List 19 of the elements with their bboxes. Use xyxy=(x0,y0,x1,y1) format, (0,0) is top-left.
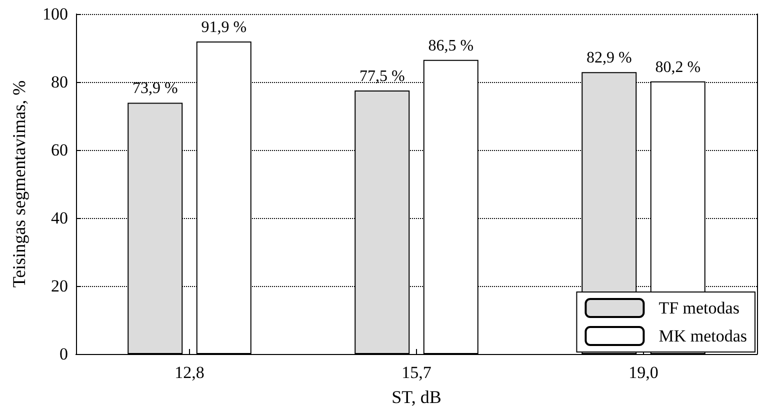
data-label: 80,2 % xyxy=(655,58,701,76)
x-tick-label: 19,0 xyxy=(628,363,658,382)
y-tick-label: 20 xyxy=(51,276,68,296)
data-label: 77,5 % xyxy=(359,68,405,85)
y-axis-title: Teisingas segmentavimas, % xyxy=(9,80,29,288)
x-tick-label: 15,7 xyxy=(402,363,432,382)
data-label: 82,9 % xyxy=(586,50,632,67)
y-tick-label: 40 xyxy=(51,208,68,228)
y-tick-label: 0 xyxy=(60,344,68,364)
legend-label: MK metodas xyxy=(658,326,747,346)
y-tick-label: 60 xyxy=(51,140,68,160)
data-label: 86,5 % xyxy=(428,37,474,54)
x-tick-label: 12,8 xyxy=(174,363,204,382)
legend-label: TF metodas xyxy=(658,298,740,318)
data-label: 91,9 % xyxy=(201,19,247,36)
y-tick-label: 100 xyxy=(42,4,68,24)
y-tick-label: 80 xyxy=(51,72,68,92)
x-axis-title: ST, dB xyxy=(392,387,442,407)
data-label: 73,9 % xyxy=(132,80,178,98)
